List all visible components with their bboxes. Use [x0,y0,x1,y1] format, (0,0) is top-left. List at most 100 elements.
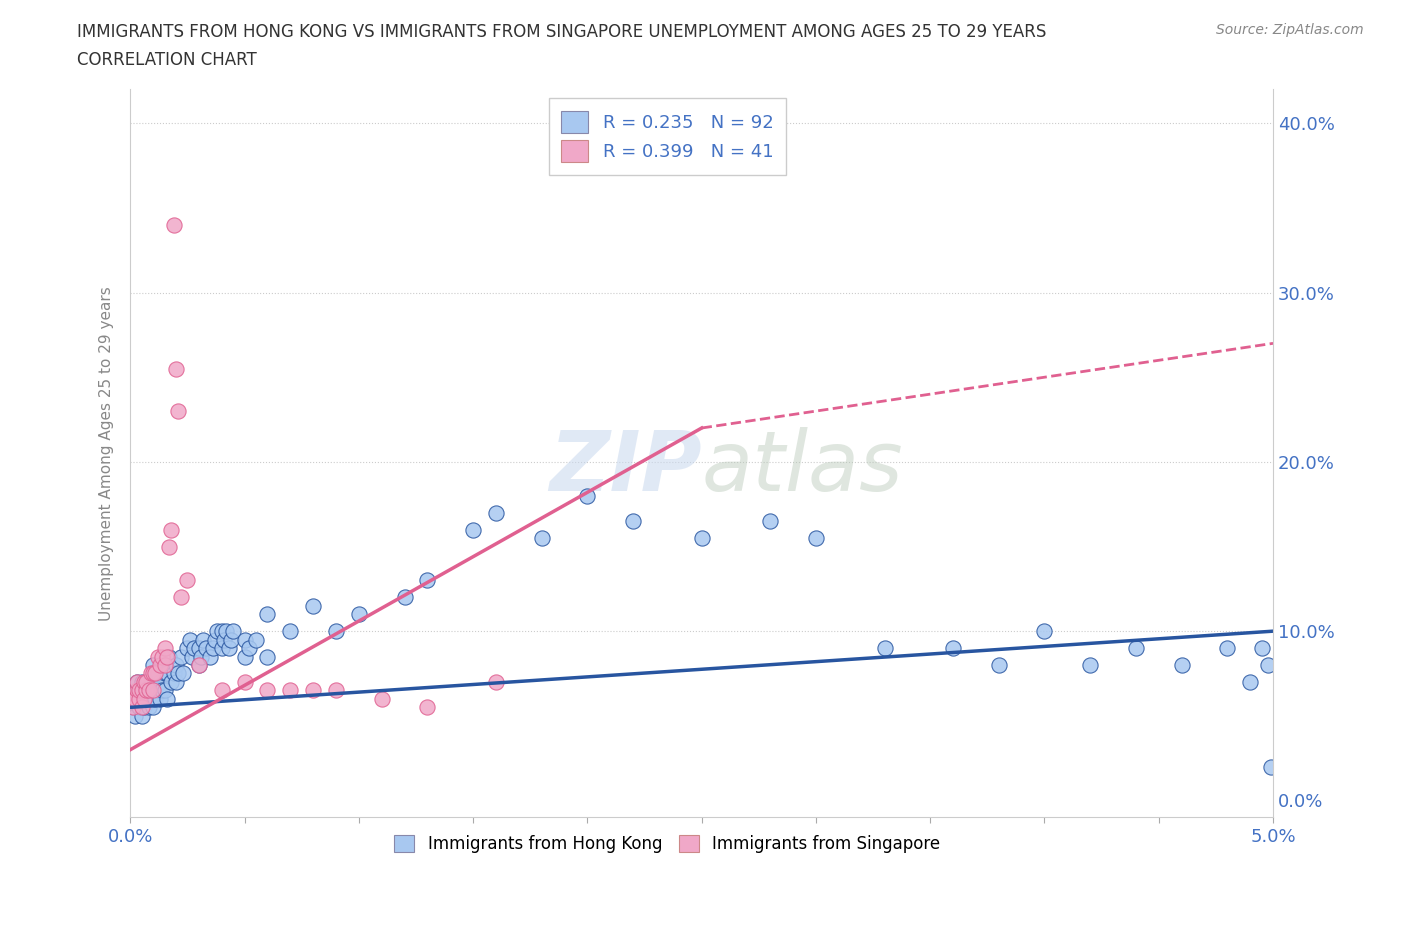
Point [153,658,176,672]
Point [156,649,179,664]
Point [176,641,198,656]
Text: atlas: atlas [702,428,903,509]
Point [190,649,212,664]
Point [150,683,173,698]
Point [128,683,150,698]
Point [211,683,233,698]
Point [132,674,155,689]
Point [149,658,172,672]
Point [1170,658,1192,672]
Point [139,666,162,681]
Point [416,700,439,715]
Point [153,666,176,681]
Point [131,683,153,698]
Point [205,624,228,639]
Point [1033,624,1056,639]
Point [153,641,176,656]
Point [1078,658,1101,672]
Point [245,632,267,647]
Point [135,674,157,689]
Point [218,641,240,656]
Point [576,488,599,503]
Point [1216,641,1239,656]
Point [124,691,146,706]
Point [211,624,233,639]
Point [131,700,153,715]
Point [138,683,160,698]
Point [167,404,190,418]
Point [142,683,165,698]
Point [212,632,235,647]
Point [1260,759,1282,774]
Point [256,649,278,664]
Point [128,700,150,715]
Point [987,658,1010,672]
Text: Source: ZipAtlas.com: Source: ZipAtlas.com [1216,23,1364,37]
Point [150,658,173,672]
Point [211,641,233,656]
Point [157,539,180,554]
Text: ZIP: ZIP [550,428,702,509]
Point [146,649,169,664]
Point [183,641,205,656]
Point [278,624,301,639]
Point [347,606,370,621]
Point [325,624,347,639]
Point [204,632,226,647]
Point [145,666,167,681]
Point [146,683,169,698]
Point [128,683,150,698]
Point [278,683,301,698]
Point [1125,641,1147,656]
Point [163,666,186,681]
Point [121,700,143,715]
Point [156,691,179,706]
Point [394,590,416,604]
Point [1239,674,1261,689]
Point [215,624,238,639]
Point [219,632,242,647]
Point [690,531,713,546]
Point [233,674,256,689]
Point [187,658,209,672]
Point [181,649,204,664]
Point [256,606,278,621]
Point [135,683,157,698]
Point [172,666,194,681]
Text: CORRELATION CHART: CORRELATION CHART [77,51,257,69]
Point [135,691,157,706]
Point [127,674,149,689]
Point [135,674,157,689]
Point [156,666,179,681]
Point [530,531,553,546]
Point [194,641,217,656]
Point [942,641,965,656]
Point [302,683,325,698]
Point [485,505,508,520]
Point [138,683,160,698]
Point [145,691,167,706]
Point [167,666,190,681]
Point [142,700,165,715]
Point [325,683,347,698]
Legend: Immigrants from Hong Kong, Immigrants from Singapore: Immigrants from Hong Kong, Immigrants fr… [388,829,948,860]
Point [150,649,173,664]
Point [222,624,245,639]
Point [132,683,155,698]
Point [1250,641,1272,656]
Point [127,691,149,706]
Point [233,632,256,647]
Point [132,691,155,706]
Point [187,641,209,656]
Point [169,649,191,664]
Text: IMMIGRANTS FROM HONG KONG VS IMMIGRANTS FROM SINGAPORE UNEMPLOYMENT AMONG AGES 2: IMMIGRANTS FROM HONG KONG VS IMMIGRANTS … [77,23,1046,41]
Point [146,666,169,681]
Point [165,674,187,689]
Point [370,691,392,706]
Point [759,513,782,528]
Point [121,700,143,715]
Point [149,691,172,706]
Y-axis label: Unemployment Among Ages 25 to 29 years: Unemployment Among Ages 25 to 29 years [100,286,114,621]
Point [1257,658,1279,672]
Point [193,632,215,647]
